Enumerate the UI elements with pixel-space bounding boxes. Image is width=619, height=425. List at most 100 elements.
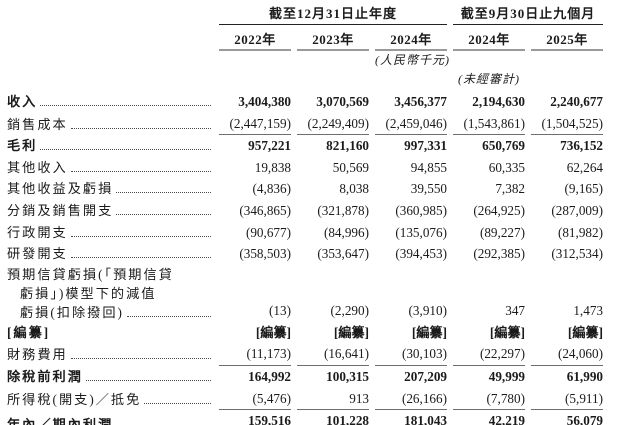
header-group-nine-months: 截至9月30日止九個月 xyxy=(453,6,603,25)
value-cell: 42,219 xyxy=(453,410,525,425)
value-cell: (1,543,861) xyxy=(453,113,525,136)
value-cell: 7,382 xyxy=(495,181,525,197)
value-cell: (5,911) xyxy=(531,388,603,411)
row-label: 年內／期內利潤 xyxy=(7,417,114,425)
unaudited-note: (未經審計) xyxy=(458,72,520,86)
value-cell: [編纂] xyxy=(411,324,447,340)
column-header-2025-9m: 2025年 xyxy=(531,31,603,51)
table-header-years: 2022年 2023年 2024年 2024年 2025年 xyxy=(7,31,603,51)
value-cell: (346,865) xyxy=(239,202,291,218)
value-cell: [編纂] xyxy=(567,324,603,340)
value-cell: (135,076) xyxy=(395,224,447,240)
row-label: 其他收入 xyxy=(7,159,68,175)
value-cell: (287,009) xyxy=(551,202,603,218)
row-cost-of-sales: 銷售成本 (2,447,159) (2,249,409) (2,459,046)… xyxy=(7,113,603,136)
dot-leader xyxy=(70,235,211,237)
column-header-2023: 2023年 xyxy=(297,31,369,51)
row-distribution-selling-expenses: 分銷及銷售開支 (346,865) (321,878) (360,985) (2… xyxy=(7,200,603,222)
value-cell: (7,780) xyxy=(453,388,525,411)
value-cell: (24,060) xyxy=(531,343,603,366)
unit-note-row: (人民幣千元) xyxy=(7,51,603,70)
dot-leader xyxy=(144,402,211,404)
row-label: 行政開支 xyxy=(7,224,68,240)
value-cell: 2,240,677 xyxy=(550,94,603,109)
dot-leader xyxy=(116,213,211,215)
table-header-groups: 截至12月31日止年度 截至9月30日止九個月 xyxy=(7,6,603,25)
column-header-2024: 2024年 xyxy=(375,31,447,51)
row-label: 分銷及銷售開支 xyxy=(7,202,114,218)
value-cell: (90,677) xyxy=(245,224,291,240)
value-cell: 207,209 xyxy=(404,368,447,384)
value-cell: (13) xyxy=(269,303,291,319)
column-header-2024-9m: 2024年 xyxy=(453,31,525,51)
value-cell: 100,315 xyxy=(326,368,369,384)
value-cell: (394,453) xyxy=(395,246,447,262)
row-label: 除稅前利潤 xyxy=(7,368,83,384)
value-cell: (1,504,525) xyxy=(531,113,603,136)
row-finance-costs: 財務費用 (11,173) (16,641) (30,103) (22,297)… xyxy=(7,343,603,366)
value-cell: 821,160 xyxy=(326,138,369,154)
value-cell: 62,264 xyxy=(566,159,603,175)
table-body: 收入 3,404,380 3,070,569 3,456,377 2,194,6… xyxy=(7,91,603,425)
value-cell: 3,456,377 xyxy=(394,94,447,109)
value-cell: 61,990 xyxy=(566,368,603,384)
value-cell: (30,103) xyxy=(375,343,447,366)
row-label: 所得稅(開支)／抵免 xyxy=(7,391,142,407)
value-cell: 2,194,630 xyxy=(472,94,525,109)
dot-leader xyxy=(40,149,211,151)
value-cell: (4,836) xyxy=(252,181,291,197)
row-label: 毛利 xyxy=(7,138,38,154)
value-cell: 181,043 xyxy=(375,410,447,425)
dot-leader xyxy=(70,127,211,129)
value-cell: (11,173) xyxy=(219,343,291,366)
value-cell: 997,331 xyxy=(404,138,447,154)
value-cell: 101,228 xyxy=(297,410,369,425)
value-cell: (2,459,046) xyxy=(375,113,447,136)
value-cell: (2,249,409) xyxy=(297,113,369,136)
value-cell: 8,038 xyxy=(339,181,369,197)
value-cell: [編纂] xyxy=(255,324,291,340)
value-cell: (2,290) xyxy=(330,303,369,319)
dot-leader xyxy=(126,315,211,317)
dot-leader xyxy=(70,257,211,259)
row-other-gains-losses: 其他收益及虧損 (4,836) 8,038 39,550 7,382 (9,16… xyxy=(7,178,603,200)
value-cell: 50,569 xyxy=(332,159,369,175)
header-group-annual: 截至12月31日止年度 xyxy=(219,6,447,25)
value-cell: 347 xyxy=(505,303,525,319)
value-cell: 736,152 xyxy=(560,138,603,154)
value-cell: (3,910) xyxy=(408,303,447,319)
value-cell: (26,166) xyxy=(375,388,447,411)
value-cell: 56,079 xyxy=(531,410,603,425)
value-cell: (81,982) xyxy=(557,224,603,240)
value-cell: 1,473 xyxy=(573,303,603,319)
value-cell: (321,878) xyxy=(317,202,369,218)
row-gross-profit: 毛利 957,221 821,160 997,331 650,769 736,1… xyxy=(7,135,603,157)
row-revenue: 收入 3,404,380 3,070,569 3,456,377 2,194,6… xyxy=(7,91,603,113)
value-cell: (89,227) xyxy=(479,224,525,240)
value-cell: (84,996) xyxy=(323,224,369,240)
value-cell: [編纂] xyxy=(333,324,369,340)
dot-leader xyxy=(70,170,211,172)
row-label: 銷售成本 xyxy=(7,116,68,132)
value-cell: 19,838 xyxy=(254,159,291,175)
row-rd-expenses: 研發開支 (358,503) (353,647) (394,453) (292,… xyxy=(7,243,603,265)
row-label: 收入 xyxy=(7,94,38,109)
row-administrative-expenses: 行政開支 (90,677) (84,996) (135,076) (89,227… xyxy=(7,222,603,244)
value-cell: [編纂] xyxy=(489,324,525,340)
value-cell: 3,070,569 xyxy=(316,94,369,109)
row-label-line2: 虧損」)模型下的減值 xyxy=(20,285,157,301)
value-cell: 39,550 xyxy=(410,181,447,197)
value-cell: (5,476) xyxy=(219,388,291,411)
value-cell: 60,335 xyxy=(488,159,525,175)
row-profit-before-tax: 除稅前利潤 164,992 100,315 207,209 49,999 61,… xyxy=(7,366,603,388)
row-ecl-impairment: 預期信貸虧損(「預期信貸 虧損」)模型下的減值 虧損(扣除撥回) (13) (2… xyxy=(7,265,603,322)
value-cell: (292,385) xyxy=(473,246,525,262)
value-cell: (264,925) xyxy=(473,202,525,218)
value-cell: (358,503) xyxy=(239,246,291,262)
unaudited-note-row: (未經審計) xyxy=(7,70,603,89)
column-header-2022: 2022年 xyxy=(219,31,291,51)
row-profit-for-period: 年內／期內利潤 159,516 101,228 181,043 42,219 5… xyxy=(7,410,603,425)
dot-leader xyxy=(116,192,211,194)
row-label-line1: 預期信貸虧損(「預期信貸 xyxy=(7,266,174,282)
